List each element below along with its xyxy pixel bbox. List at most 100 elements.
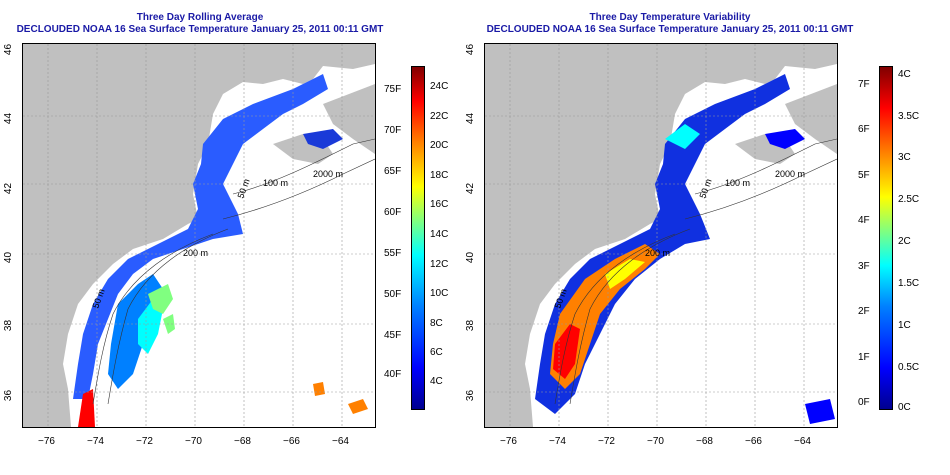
colorbar-tick-f: 0F xyxy=(858,397,870,408)
title-line-2: DECLOUDED NOAA 16 Sea Surface Temperatur… xyxy=(16,24,384,35)
colorbar-tick-f: 55F xyxy=(384,248,402,259)
longitude-tick: −66 xyxy=(745,436,762,447)
colorbar xyxy=(411,66,425,410)
variability-field xyxy=(605,259,645,289)
contour-label: 50 m xyxy=(235,177,251,199)
sst-field xyxy=(78,389,95,427)
latitude-tick: 44 xyxy=(3,112,15,125)
contour-label: 200 m xyxy=(645,248,670,258)
colorbar-tick-c: 8C xyxy=(430,318,443,329)
colorbar-tick-c: 1C xyxy=(898,320,911,331)
colorbar-tick-f: 75F xyxy=(384,84,402,95)
colorbar-tick-f: 60F xyxy=(384,207,402,218)
title-line-1: Three Day Temperature Variability xyxy=(589,12,751,23)
longitude-tick: −70 xyxy=(185,436,202,447)
colorbar-tick-f: 40F xyxy=(384,369,402,380)
colorbar-tick-f: 45F xyxy=(384,330,402,341)
sst-average-panel: Three Day Rolling Average DECLOUDED NOAA… xyxy=(0,12,449,447)
sst-field xyxy=(108,274,163,389)
longitude-tick: −66 xyxy=(283,436,300,447)
gridlines xyxy=(23,44,375,427)
colorbar-tick-c: 18C xyxy=(430,170,449,181)
colorbar-tick-f: 1F xyxy=(858,352,870,363)
colorbar-tick-f: 70F xyxy=(384,125,402,136)
latitude-tick: 42 xyxy=(3,182,15,195)
colorbar-tick-c: 1.5C xyxy=(898,278,920,289)
variability-field xyxy=(805,399,835,424)
variability-field xyxy=(535,74,790,414)
longitude-tick: −68 xyxy=(696,436,713,447)
colorbar-tick-f: 65F xyxy=(384,166,402,177)
colorbar-tick-f: 7F xyxy=(858,79,870,90)
longitude-tick: −76 xyxy=(500,436,517,447)
sst-field xyxy=(313,382,325,396)
panel-title: Three Day Temperature Variability DECLOU… xyxy=(470,12,870,36)
colorbar xyxy=(879,66,893,410)
longitude-tick: −74 xyxy=(549,436,566,447)
colorbar-tick-c: 3C xyxy=(898,152,911,163)
contour-label: 2000 m xyxy=(313,169,343,179)
colorbar-tick-c: 3.5C xyxy=(898,111,920,122)
latitude-tick: 38 xyxy=(465,319,477,332)
contour-label: 200 m xyxy=(183,248,208,258)
longitude-tick: −64 xyxy=(332,436,349,447)
contour-label: 2000 m xyxy=(775,169,805,179)
land-mass xyxy=(23,44,375,427)
colorbar-tick-c: 2.5C xyxy=(898,194,920,205)
colorbar-tick-c: 24C xyxy=(430,81,449,92)
sst-field xyxy=(138,299,163,354)
colorbar-tick-c: 12C xyxy=(430,259,449,270)
colorbar-tick-f: 4F xyxy=(858,215,870,226)
longitude-tick: −72 xyxy=(136,436,153,447)
latitude-tick: 38 xyxy=(3,319,15,332)
latitude-tick: 36 xyxy=(3,389,15,402)
gridlines xyxy=(485,44,837,427)
bathymetry-contours xyxy=(92,138,375,405)
colorbar-tick-c: 22C xyxy=(430,111,449,122)
land-mass xyxy=(323,84,375,154)
variability-field xyxy=(553,324,580,379)
latitude-tick: 46 xyxy=(3,43,15,56)
latitude-tick: 36 xyxy=(465,389,477,402)
longitude-tick: −68 xyxy=(234,436,251,447)
colorbar-tick-c: 4C xyxy=(430,376,443,387)
colorbar-tick-f: 50F xyxy=(384,289,402,300)
sst-map: 50 m 100 m 200 m 2000 m 50 m xyxy=(22,43,376,428)
map-canvas: 50 m 100 m 200 m 2000 m 50 m xyxy=(23,44,375,427)
colorbar-tick-c: 14C xyxy=(430,229,449,240)
contour-label: 50 m xyxy=(697,177,713,199)
latitude-tick: 46 xyxy=(465,43,477,56)
longitude-tick: −70 xyxy=(647,436,664,447)
sst-field xyxy=(303,129,343,149)
title-line-2: DECLOUDED NOAA 16 Sea Surface Temperatur… xyxy=(486,24,854,35)
sst-field xyxy=(73,74,328,399)
land-mass xyxy=(785,84,837,154)
colorbar-tick-c: 20C xyxy=(430,140,449,151)
colorbar-tick-f: 6F xyxy=(858,124,870,135)
colorbar-tick-f: 2F xyxy=(858,306,870,317)
latitude-tick: 44 xyxy=(465,112,477,125)
longitude-tick: −74 xyxy=(87,436,104,447)
sst-field xyxy=(148,284,173,314)
land-mass xyxy=(485,44,837,427)
contour-label: 100 m xyxy=(263,178,288,188)
longitude-tick: −64 xyxy=(794,436,811,447)
variability-map: 50 m 100 m 200 m 2000 m 50 m xyxy=(484,43,838,428)
variability-field xyxy=(550,244,660,389)
latitude-tick: 40 xyxy=(465,251,477,264)
title-line-1: Three Day Rolling Average xyxy=(136,12,264,23)
map-canvas: 50 m 100 m 200 m 2000 m 50 m xyxy=(485,44,837,427)
latitude-tick: 40 xyxy=(3,251,15,264)
colorbar-tick-c: 6C xyxy=(430,347,443,358)
variability-field xyxy=(765,129,805,149)
contour-label: 100 m xyxy=(725,178,750,188)
bathymetry-contours xyxy=(554,138,837,405)
colorbar-tick-c: 4C xyxy=(898,69,911,80)
panel-title: Three Day Rolling Average DECLOUDED NOAA… xyxy=(0,12,400,36)
colorbar-tick-c: 10C xyxy=(430,288,449,299)
longitude-tick: −76 xyxy=(38,436,55,447)
latitude-tick: 42 xyxy=(465,182,477,195)
sst-field xyxy=(348,399,368,414)
colorbar-tick-c: 16C xyxy=(430,199,449,210)
colorbar-tick-c: 0C xyxy=(898,402,911,413)
